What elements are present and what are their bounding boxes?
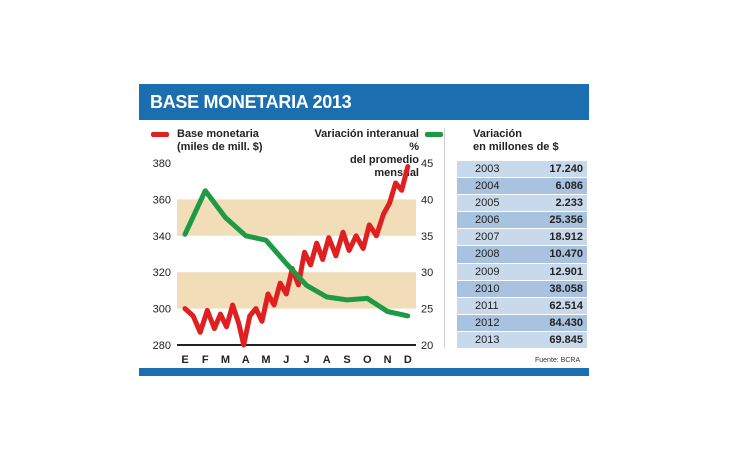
table-row: 2007 18.912 <box>457 228 587 246</box>
table-cell-year: 2008 <box>475 248 500 261</box>
left-tick-label: 280 <box>153 340 171 352</box>
right-axis-ticks: 20 25 30 35 40 45 <box>421 158 433 352</box>
right-tick-label: 35 <box>421 231 433 243</box>
legend-base-line1: Base monetaria <box>177 128 259 140</box>
table-header-line2: en millones de $ <box>473 141 559 153</box>
right-tick-label: 30 <box>421 267 433 279</box>
table-cell-value: 38.058 <box>549 282 583 295</box>
x-tick-label: S <box>343 354 350 366</box>
table-cell-year: 2013 <box>475 333 500 346</box>
table-row: 2009 12.901 <box>457 262 587 280</box>
table-cell-value: 10.470 <box>549 248 583 261</box>
table-row: 2006 25.356 <box>457 211 587 229</box>
left-axis-ticks: 280 300 320 340 360 380 <box>153 158 171 352</box>
variation-table: 2003 17.240 2004 6.086 2005 2.233 2006 25.356 20… <box>457 160 587 349</box>
table-cell-value: 69.845 <box>549 333 583 346</box>
table-cell-value: 18.912 <box>549 231 583 244</box>
infographic-panel: BASE MONETARIA 2013 Base monetaria (mile… <box>139 84 589 376</box>
table-cell-value: 6.086 <box>555 180 583 193</box>
table-row: 2008 10.470 <box>457 245 587 263</box>
right-tick-label: 25 <box>421 304 433 316</box>
x-tick-label: J <box>303 354 309 366</box>
table-cell-year: 2003 <box>475 163 500 175</box>
table-row: 2010 38.058 <box>457 279 587 297</box>
legend-base-line2: (miles de mill. $) <box>177 141 263 153</box>
table-cell-value: 12.901 <box>549 265 583 278</box>
table-row: 2013 69.845 <box>457 330 587 349</box>
left-tick-label: 300 <box>153 304 171 316</box>
x-tick-label: N <box>384 354 392 366</box>
source-note: Fuente: BCRA <box>535 357 581 364</box>
x-tick-label: O <box>363 354 372 366</box>
table-row: 2012 84.430 <box>457 313 587 331</box>
x-tick-label: M <box>261 354 270 366</box>
table-cell-year: 2009 <box>475 265 500 278</box>
series-lines <box>182 164 411 348</box>
table-row: 2005 2.233 <box>457 194 587 212</box>
right-tick-label: 45 <box>421 158 433 170</box>
legend-swatch-variacion <box>425 132 443 137</box>
table-row: 2003 17.240 <box>457 160 587 178</box>
table-cell-year: 2007 <box>475 231 500 244</box>
left-tick-label: 340 <box>153 231 171 243</box>
table-header-line1: Variación <box>473 128 522 140</box>
series-line-variacion <box>182 188 411 319</box>
table-cell-year: 2004 <box>475 180 500 193</box>
right-tick-label: 20 <box>421 340 433 352</box>
table-cell-value: 25.356 <box>549 214 583 227</box>
left-tick-label: 380 <box>153 158 171 170</box>
left-tick-label: 360 <box>153 194 171 206</box>
x-tick-label: M <box>221 354 230 366</box>
table-cell-value: 17.240 <box>549 163 583 175</box>
left-tick-label: 320 <box>153 267 171 279</box>
table-cell-value: 2.233 <box>555 197 583 210</box>
table-cell-year: 2005 <box>475 197 500 210</box>
table-cell-year: 2011 <box>475 299 499 312</box>
x-tick-label: D <box>404 354 412 366</box>
table-row: 2011 62.514 <box>457 296 587 314</box>
x-tick-label: A <box>323 354 331 366</box>
table-header: Variación en millones de $ <box>473 128 559 154</box>
title-bar: BASE MONETARIA 2013 <box>139 84 589 120</box>
table-cell-year: 2010 <box>475 282 500 295</box>
table-cell-year: 2006 <box>475 214 500 227</box>
chart-title: BASE MONETARIA 2013 <box>150 92 352 112</box>
panel-divider <box>444 128 445 348</box>
legend-variacion-line1: Variación interanual % <box>314 128 419 153</box>
series-line-base-monetaria <box>182 164 411 348</box>
x-tick-label: J <box>283 354 289 366</box>
table-cell-value: 84.430 <box>549 316 583 329</box>
right-tick-label: 40 <box>421 194 433 206</box>
x-tick-label: F <box>202 354 209 366</box>
x-tick-label: A <box>242 354 250 366</box>
bottom-bar <box>139 368 589 376</box>
table-cell-year: 2012 <box>475 316 500 329</box>
x-tick-label: E <box>181 354 188 366</box>
table-row: 2004 6.086 <box>457 177 587 195</box>
table-cell-value: 62.514 <box>549 299 583 312</box>
legend-base: Base monetaria (miles de mill. $) <box>177 128 263 154</box>
legend-swatch-base <box>151 132 169 137</box>
